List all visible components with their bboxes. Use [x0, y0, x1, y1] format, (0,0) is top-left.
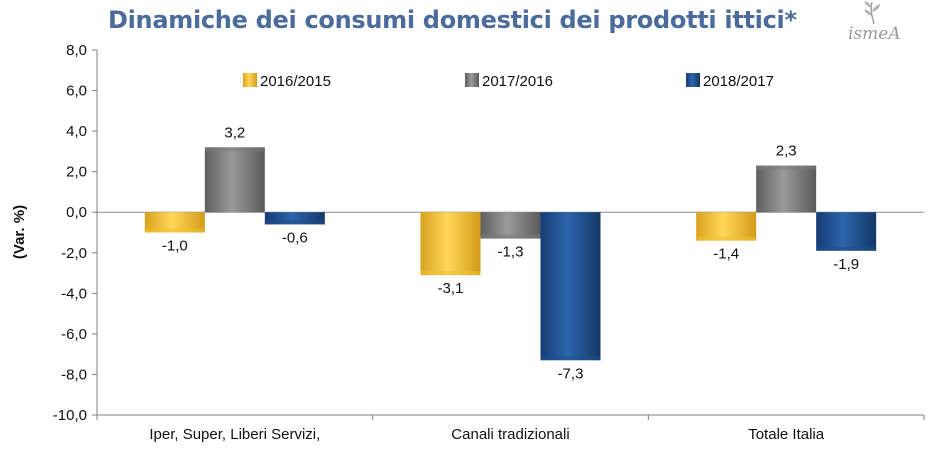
legend-label: 2017/2016 — [482, 73, 553, 90]
data-label: -1,0 — [162, 238, 188, 255]
bar-2017-2016 — [204, 147, 265, 213]
bar-cap — [696, 236, 757, 241]
bar-cap — [540, 356, 601, 361]
y-tick-label: -6,0 — [61, 326, 87, 343]
y-tick-label: -2,0 — [61, 245, 87, 262]
bar-2016-2015 — [144, 212, 205, 233]
y-tick-label: 0,0 — [66, 204, 87, 221]
y-axis-label: (Var. %) — [11, 205, 28, 259]
wheat-sprig-icon — [864, 1, 880, 25]
data-label: 2,3 — [776, 143, 797, 160]
bar-cap — [480, 234, 541, 239]
x-category-label: Canali tradizionali — [451, 426, 569, 443]
legend-swatch — [243, 73, 257, 87]
y-tick-label: -8,0 — [61, 366, 87, 383]
legend-swatch — [465, 73, 479, 87]
y-tick-label: -10,0 — [53, 407, 87, 424]
bar-2017-2016 — [756, 165, 817, 213]
y-tick-label: -4,0 — [61, 285, 87, 302]
x-category-label: Totale Italia — [748, 426, 825, 443]
legend-label: 2018/2017 — [703, 73, 774, 90]
bar-cap — [420, 271, 481, 276]
legend-label: 2016/2015 — [260, 73, 331, 90]
ismea-logo: ismeA — [848, 0, 933, 48]
y-tick-label: 4,0 — [66, 123, 87, 140]
data-label: -1,3 — [498, 244, 524, 261]
bar-cap — [144, 228, 205, 233]
data-label: -3,1 — [438, 280, 464, 297]
y-tick-label: 6,0 — [66, 83, 87, 100]
bar-cap — [204, 147, 265, 152]
data-label: -7,3 — [558, 365, 584, 382]
data-label: 3,2 — [224, 124, 245, 141]
bar-2016-2015 — [696, 212, 757, 241]
bar-2018-2017 — [816, 212, 877, 251]
x-category-label: Iper, Super, Liberi Servizi, — [149, 426, 320, 443]
bar-2017-2016 — [480, 212, 541, 239]
data-label: -1,4 — [713, 246, 739, 263]
logo-text: ismeA — [848, 24, 901, 44]
bar-2018-2017 — [540, 212, 601, 361]
data-label: -0,6 — [282, 229, 308, 246]
data-label: -1,9 — [833, 256, 859, 273]
legend-swatch — [686, 73, 700, 87]
y-tick-label: 2,0 — [66, 164, 87, 181]
bar-2016-2015 — [420, 212, 481, 276]
bar-cap — [816, 246, 877, 251]
y-tick-label: 8,0 — [66, 42, 87, 59]
chart-title: Dinamiche dei consumi domestici dei prod… — [108, 6, 797, 34]
bar-cap — [756, 165, 817, 170]
bar-cap — [264, 220, 325, 225]
